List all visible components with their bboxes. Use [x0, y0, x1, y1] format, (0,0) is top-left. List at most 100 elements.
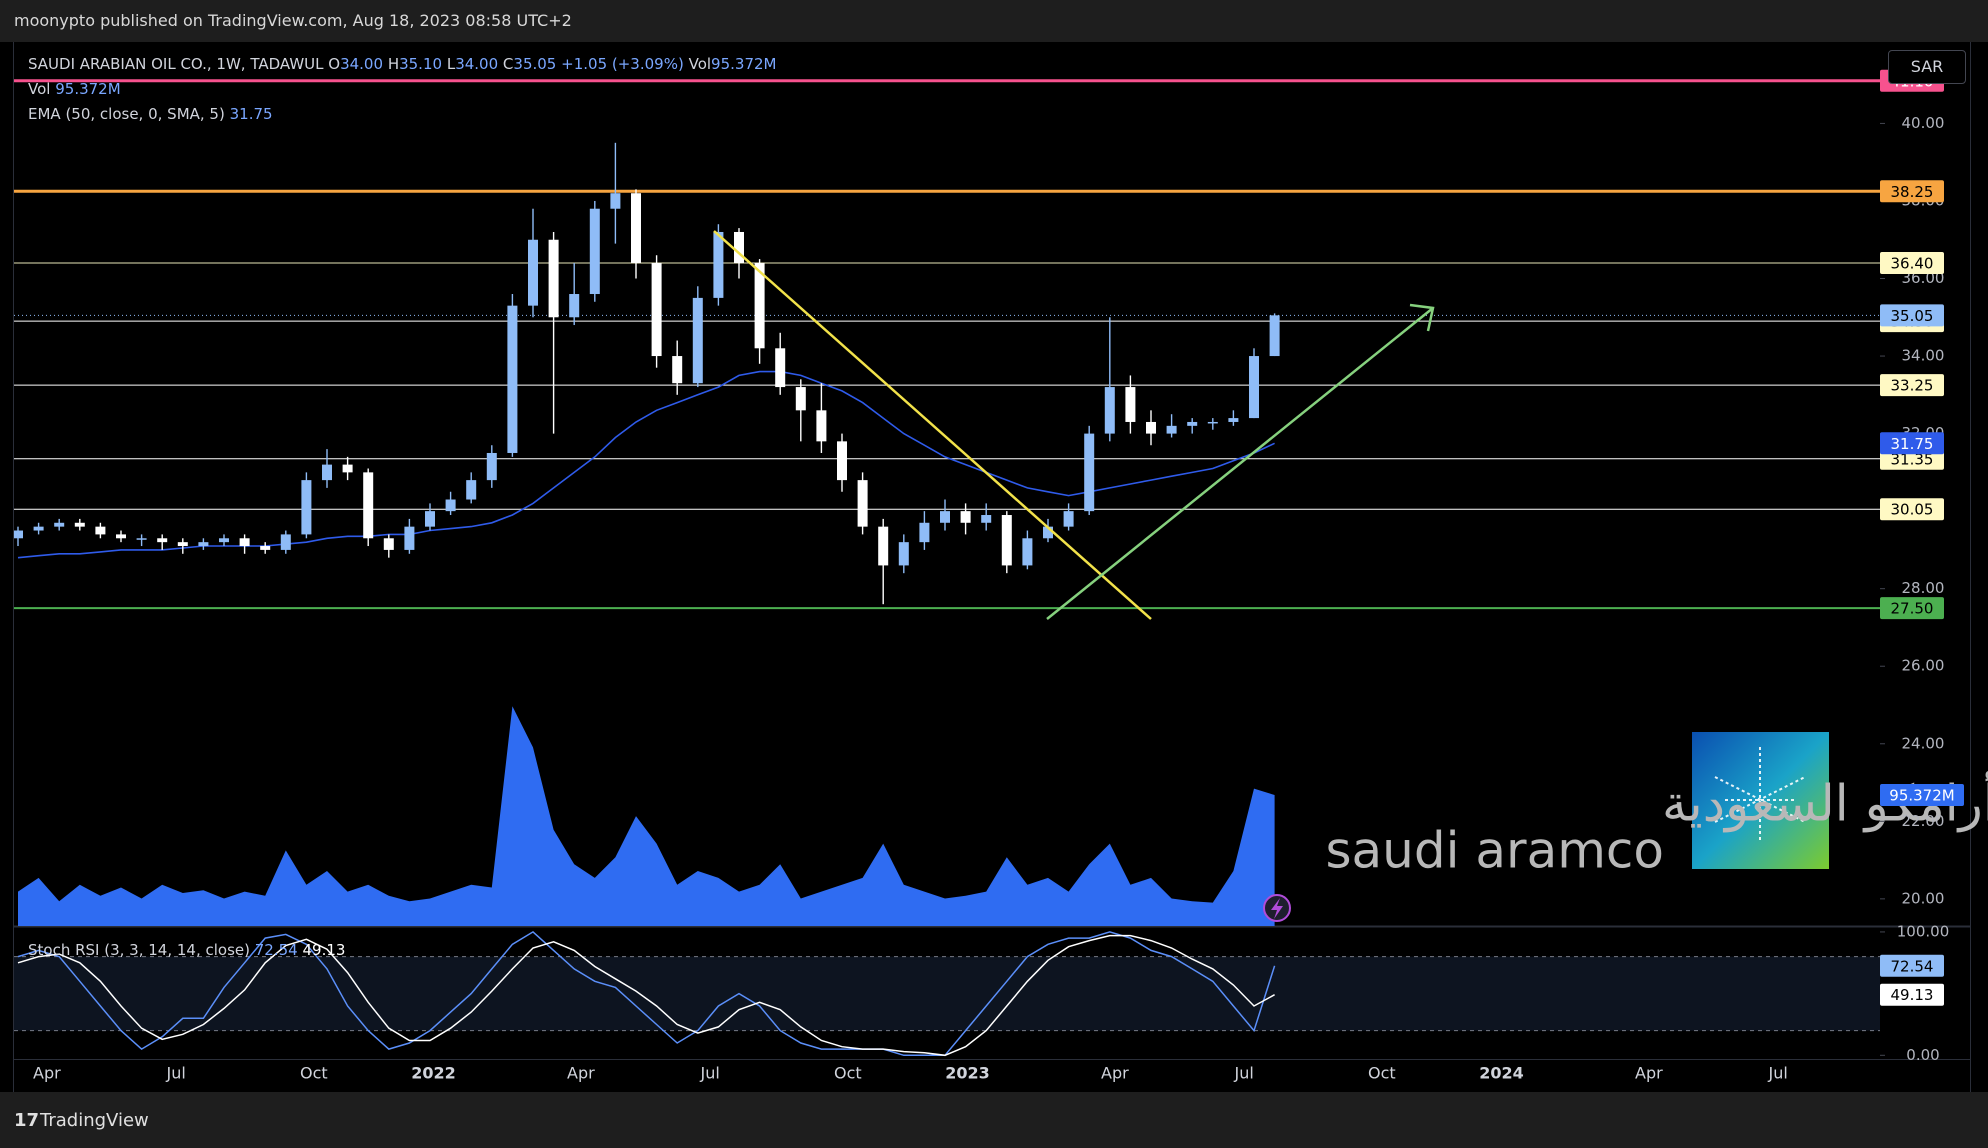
candle-body	[1228, 418, 1239, 422]
x-tick-label: Oct	[1368, 1064, 1396, 1083]
candle-body	[1269, 315, 1280, 357]
currency-button[interactable]: SAR	[1888, 50, 1966, 84]
candle-body	[157, 538, 168, 543]
ema_price-bg	[1880, 432, 1944, 455]
candle-body	[445, 499, 456, 512]
watermark: أرامكو السعودية saudi aramco	[1325, 732, 1988, 880]
x-tick-label: 2024	[1479, 1064, 1524, 1083]
candle-body	[795, 387, 806, 411]
candle-body	[528, 239, 538, 306]
candle-body	[651, 263, 662, 357]
stoch-d_label-bg	[1880, 983, 1944, 1006]
candle-body	[1104, 387, 1115, 434]
candle-body	[1146, 421, 1156, 434]
candle-body	[1043, 526, 1053, 539]
stoch-k: 72.54	[254, 941, 298, 959]
candle-body	[960, 511, 971, 523]
background	[0, 42, 1988, 1092]
candle-body	[466, 480, 477, 500]
candle-body	[940, 511, 950, 523]
ema_price-label: 31.75	[1891, 435, 1934, 453]
legend-stoch-row: Stoch RSI (3, 3, 14, 14, close) 72.54 49…	[28, 941, 345, 959]
x-tick-label: Oct	[834, 1064, 862, 1083]
candle-body	[1001, 515, 1012, 566]
y-tick-label: 26.00	[1902, 657, 1945, 675]
candle-body	[177, 542, 188, 547]
candle-body	[878, 526, 889, 566]
ohlc-value: 34.00	[340, 55, 384, 73]
ema-label: EMA (50, close, 0, SMA, 5)	[28, 105, 225, 123]
x-tick-label: Jul	[1234, 1064, 1254, 1083]
y-tick-label: 22.00	[1902, 812, 1945, 830]
candle-body	[775, 348, 786, 388]
level-label-bg	[1880, 597, 1944, 620]
level-label: 27.50	[1891, 600, 1934, 618]
stoch-tick-label: 0.00	[1906, 1046, 1939, 1064]
candle-body	[589, 208, 600, 295]
last_price-bg	[1880, 304, 1944, 327]
x-tick-label: Oct	[300, 1064, 328, 1083]
x-tick-label: Jul	[166, 1064, 186, 1083]
ohlc: O34.00 H35.10 L34.00 C35.05	[328, 55, 561, 73]
x-tick-label: Apr	[33, 1064, 61, 1083]
candle-body	[981, 515, 992, 523]
top-bar: moonypto published on TradingView.com, A…	[0, 0, 1988, 42]
candle-body	[692, 297, 703, 384]
candle-body	[1207, 421, 1218, 424]
ohlc-label: O	[328, 55, 341, 73]
candle-body	[631, 193, 641, 263]
y-tick-label: 28.00	[1902, 579, 1945, 597]
legend-volume-row: Vol 95.372M	[28, 80, 121, 98]
ema-value: 31.75	[229, 105, 273, 123]
candle-body	[919, 522, 930, 543]
tv-brand: TradingView	[40, 1110, 149, 1131]
x-tick-label: 2022	[411, 1064, 456, 1083]
stoch-label: Stoch RSI (3, 3, 14, 14, close)	[28, 941, 250, 959]
candle-body	[857, 480, 868, 527]
candle-body	[486, 452, 497, 481]
y-tick-label: 20.00	[1902, 889, 1945, 907]
level-label: 33.25	[1891, 377, 1934, 395]
ohlc-value: 34.00	[455, 55, 499, 73]
chart: أرامكو السعودية saudi aramco 40.0038.003…	[0, 42, 1988, 1092]
level-label-bg	[1880, 180, 1944, 203]
volume-label: 95.372M	[1889, 786, 1954, 804]
candle-body	[342, 464, 353, 473]
x-tick-label: Jul	[1768, 1064, 1788, 1083]
tv-logo: 17	[14, 1110, 40, 1131]
candle-body	[116, 534, 126, 539]
candle-body	[569, 294, 580, 318]
x-tick-label: 2023	[945, 1064, 990, 1083]
candle-body	[239, 538, 250, 547]
volume-area	[18, 706, 1275, 926]
level-label-bg	[1880, 498, 1944, 521]
x-tick-label: Apr	[567, 1064, 595, 1083]
aramco-star	[1714, 747, 1806, 842]
candle-body	[672, 356, 683, 384]
ohlc-label: H	[387, 55, 400, 73]
candle-body	[198, 542, 209, 547]
y-tick-label: 24.00	[1902, 734, 1945, 752]
candle-body	[136, 538, 147, 540]
candle-body	[95, 526, 106, 535]
candle-body	[322, 464, 332, 481]
candle-body	[713, 231, 724, 298]
y-tick-label: 34.00	[1902, 347, 1945, 365]
candle-body	[219, 538, 229, 543]
candle-body	[1084, 433, 1095, 512]
candle-body	[548, 239, 559, 318]
candle-body	[1022, 538, 1033, 566]
arrow-head	[1409, 303, 1435, 332]
candle-body	[610, 193, 621, 209]
x-tick-label: Apr	[1635, 1064, 1663, 1083]
trend-line-up	[1046, 307, 1434, 620]
y-tick-label: 40.00	[1902, 114, 1945, 132]
candle-body	[14, 530, 23, 539]
vol-row-value: 95.372M	[55, 80, 121, 98]
stoch-tick-label: 100.00	[1897, 922, 1950, 940]
candle-body	[404, 526, 415, 550]
stoch-d_label: 49.13	[1891, 986, 1934, 1004]
volume-label-bg	[1880, 783, 1964, 806]
alert-icon[interactable]	[1263, 894, 1291, 922]
